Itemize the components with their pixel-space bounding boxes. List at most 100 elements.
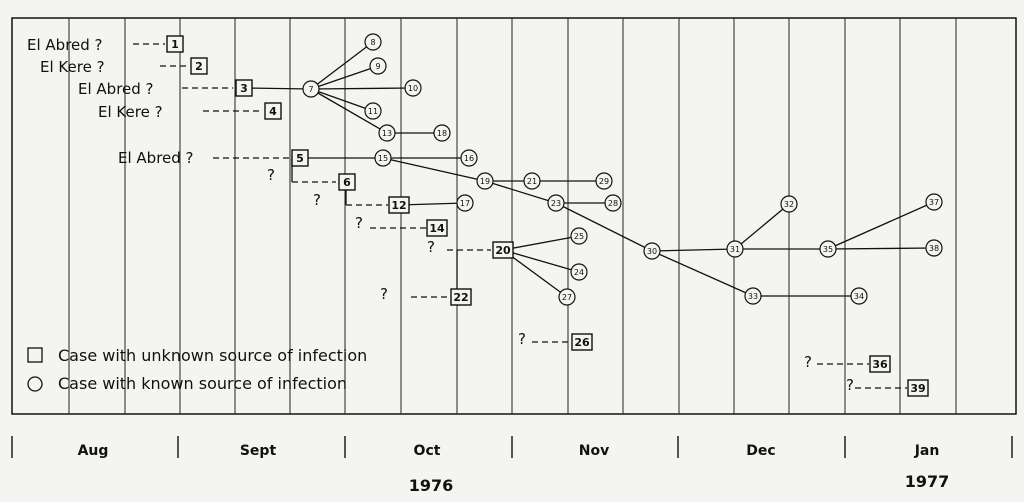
- link-7-11: [310, 88, 374, 112]
- case-circle-label-23: 23: [551, 199, 561, 208]
- case-square-label-4: 4: [269, 105, 277, 118]
- link-35-38: [827, 247, 935, 250]
- year-label-1976: 1976: [409, 476, 454, 495]
- case-square-label-1: 1: [171, 38, 179, 51]
- case-square-label-5: 5: [296, 152, 304, 165]
- case-circle-23: 23: [547, 194, 565, 212]
- case-circle-9: 9: [369, 57, 387, 75]
- month-label-aug: Aug: [78, 443, 109, 459]
- case-circle-label-10: 10: [408, 84, 418, 93]
- link-20-25: [502, 235, 580, 251]
- legend-square-icon: [27, 347, 43, 363]
- year-label-1977: 1977: [905, 472, 950, 491]
- case-circle-label-24: 24: [574, 268, 584, 277]
- case-circle-38: 38: [925, 239, 943, 257]
- legend-circle-label: Case with known source of infection: [58, 374, 347, 393]
- link-30-31: [651, 248, 736, 252]
- case-circle-label-15: 15: [378, 154, 388, 163]
- case-circle-label-13: 13: [382, 129, 392, 138]
- case-square-label-39: 39: [910, 382, 925, 395]
- case-circle-label-34: 34: [854, 292, 864, 301]
- case-circle-29: 29: [595, 172, 613, 190]
- case-circle-label-16: 16: [464, 154, 474, 163]
- case-square-label-2: 2: [195, 60, 203, 73]
- case-square-20: 20: [492, 241, 514, 259]
- month-axis-ticks: [11, 436, 1013, 458]
- case-square-4: 4: [264, 102, 282, 120]
- case-circle-34: 34: [850, 287, 868, 305]
- case-circle-label-30: 30: [647, 247, 657, 256]
- source-label-2: El Kere ?: [40, 58, 105, 76]
- case-circle-18: 18: [433, 124, 451, 142]
- case-circle-30: 30: [643, 242, 661, 260]
- case-square-label-20: 20: [495, 244, 511, 257]
- transmission-links: [243, 41, 935, 298]
- case-circle-label-38: 38: [929, 244, 939, 253]
- case-square-3: 3: [235, 79, 253, 97]
- case-square-label-22: 22: [453, 291, 468, 304]
- case-square-label-12: 12: [391, 199, 406, 212]
- case-circle-27: 27: [558, 288, 576, 306]
- case-circle-label-18: 18: [437, 129, 447, 138]
- source-label-4: El Kere ?: [98, 103, 163, 121]
- case-circle-label-35: 35: [823, 245, 833, 254]
- case-circle-15: 15: [374, 149, 392, 167]
- case-circle-label-9: 9: [375, 62, 380, 71]
- case-circle-label-21: 21: [527, 177, 537, 186]
- case-circle-13: 13: [378, 124, 396, 142]
- link-23-30: [555, 202, 653, 252]
- link-7-9: [310, 65, 379, 90]
- question-mark-39: ?: [846, 376, 854, 394]
- case-square-39: 39: [907, 379, 929, 397]
- diagram-frame: [11, 17, 1017, 415]
- link-20-24: [502, 249, 580, 273]
- case-circle-label-27: 27: [562, 293, 572, 302]
- case-circle-37: 37: [925, 193, 943, 211]
- case-square-2: 2: [190, 57, 208, 75]
- question-mark-26: ?: [518, 330, 526, 348]
- case-circle-7: 7: [302, 80, 320, 98]
- case-circle-33: 33: [744, 287, 762, 305]
- link-19-23: [484, 180, 557, 204]
- case-circle-label-25: 25: [574, 232, 584, 241]
- case-circle-17: 17: [456, 194, 474, 212]
- case-circle-24: 24: [570, 263, 588, 281]
- case-circle-8: 8: [364, 33, 382, 51]
- case-circle-28: 28: [604, 194, 622, 212]
- question-mark-36: ?: [804, 353, 812, 371]
- source-label-5: El Abred ?: [118, 149, 194, 167]
- link-31-32: [734, 203, 790, 250]
- question-mark-14: ?: [355, 214, 363, 232]
- case-circle-label-17: 17: [460, 199, 470, 208]
- case-circle-label-11: 11: [368, 107, 378, 116]
- case-circle-label-33: 33: [748, 292, 758, 301]
- case-circle-label-29: 29: [599, 177, 609, 186]
- link-7-13: [310, 88, 388, 134]
- question-mark-12: ?: [313, 191, 321, 209]
- month-label-jan: Jan: [914, 443, 940, 459]
- case-circle-11: 11: [364, 102, 382, 120]
- month-label-dec: Dec: [746, 443, 775, 459]
- month-label-nov: Nov: [579, 443, 609, 459]
- case-circle-19: 19: [476, 172, 494, 190]
- case-circle-25: 25: [570, 227, 588, 245]
- link-12-17: [398, 202, 466, 206]
- case-circle-label-28: 28: [608, 199, 618, 208]
- case-square-26: 26: [571, 333, 593, 351]
- case-circle-32: 32: [780, 195, 798, 213]
- case-square-label-14: 14: [429, 222, 445, 235]
- link-15-19: [382, 157, 486, 182]
- case-circle-label-7: 7: [308, 85, 313, 94]
- case-square-label-26: 26: [574, 336, 590, 349]
- case-square-36: 36: [869, 355, 891, 373]
- link-3-7: [243, 87, 312, 90]
- case-circle-label-31: 31: [730, 245, 740, 254]
- question-mark-22: ?: [380, 285, 388, 303]
- month-label-sept: Sept: [240, 443, 277, 459]
- question-mark-20: ?: [427, 238, 435, 256]
- question-mark-6: ?: [267, 166, 275, 184]
- case-circle-16: 16: [460, 149, 478, 167]
- link-7-10: [310, 87, 414, 90]
- source-label-3: El Abred ?: [78, 80, 154, 98]
